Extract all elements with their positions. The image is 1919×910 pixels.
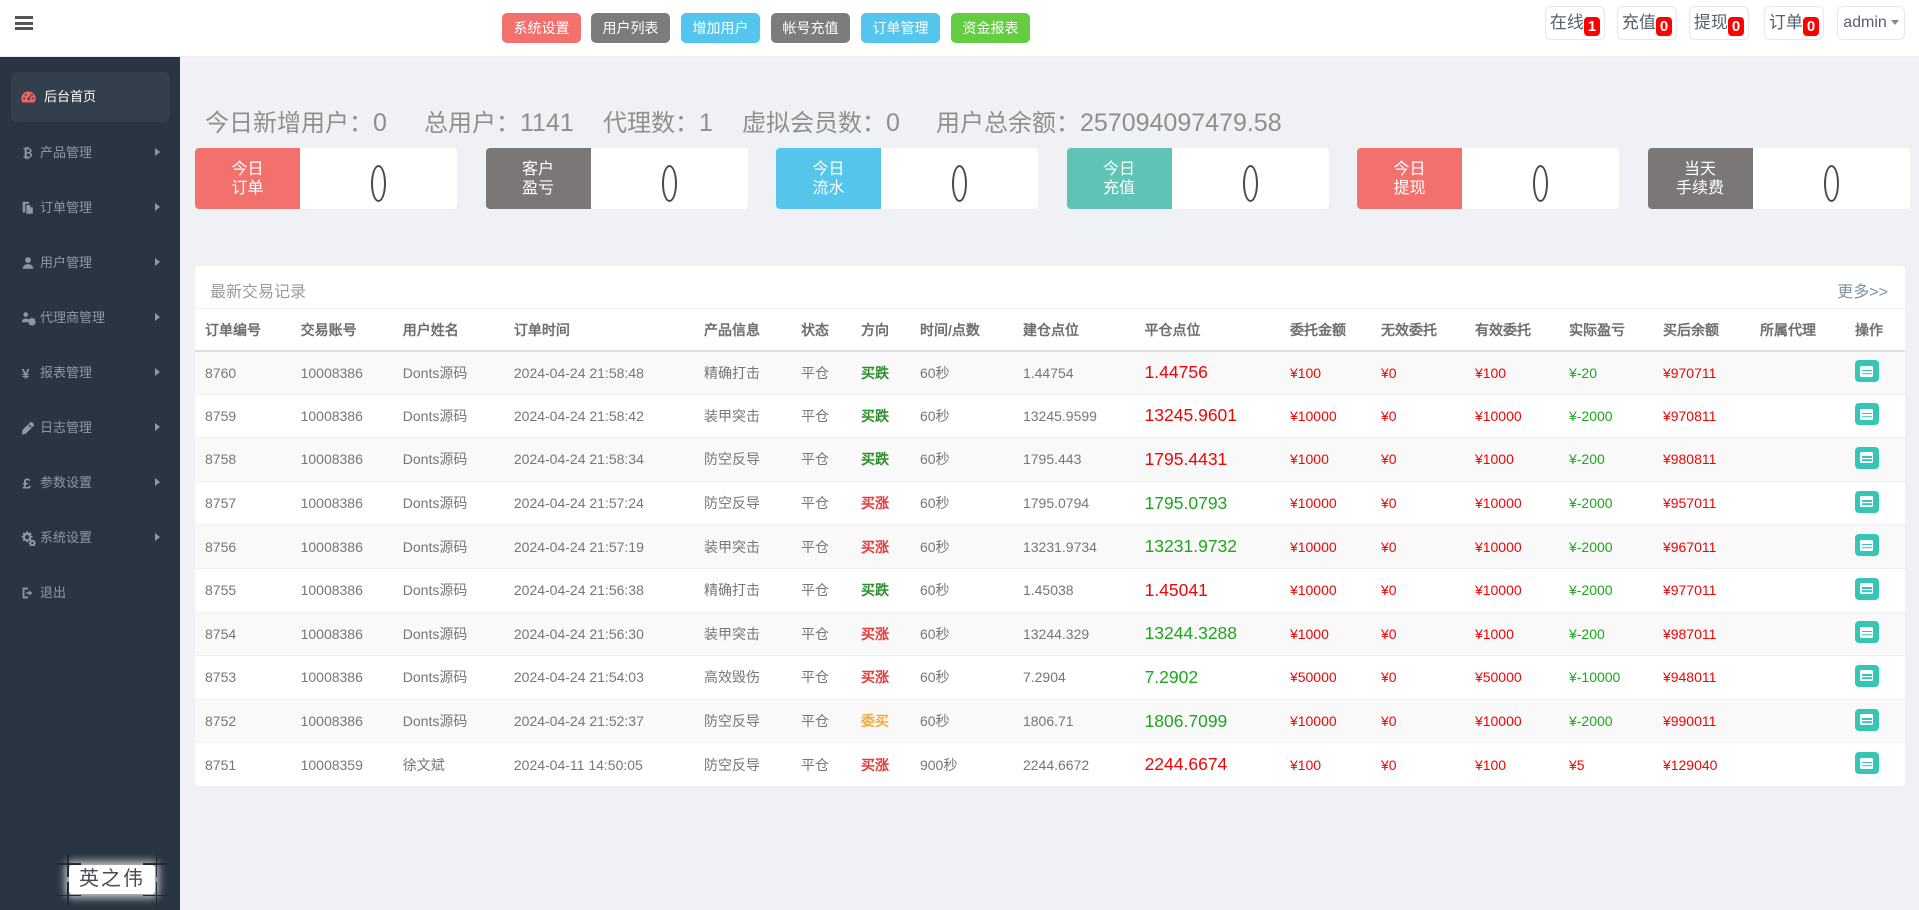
svg-text:¥: ¥	[22, 366, 30, 381]
svg-text:£: £	[23, 475, 32, 491]
